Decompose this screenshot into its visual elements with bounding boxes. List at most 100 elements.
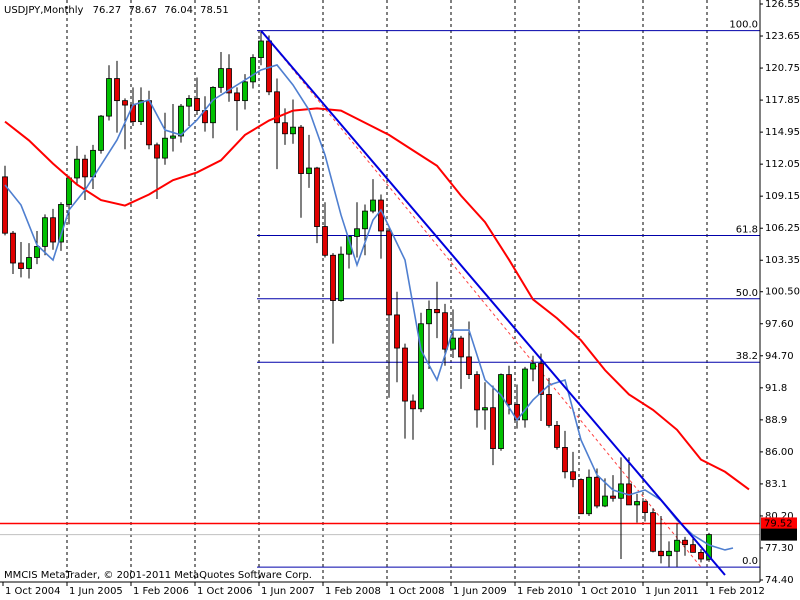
candle-body [474, 374, 480, 411]
candle-body [98, 115, 104, 151]
x-tick-label: 1 Feb 2010 [517, 586, 573, 597]
candle-body [674, 539, 680, 552]
candle-body [442, 312, 448, 350]
y-tick-label: 123.65 [765, 31, 800, 42]
candle-body [538, 363, 544, 395]
fibo-label: 38.2 [736, 351, 758, 362]
candle-body [418, 323, 424, 410]
candle-body [546, 394, 552, 426]
candle-body [186, 98, 192, 107]
candle-body [330, 254, 336, 301]
candle-body [106, 78, 112, 117]
moving-average [4, 64, 734, 551]
candle-body [290, 126, 296, 135]
x-tick-label: 1 Oct 2010 [581, 586, 636, 597]
candle-body [50, 217, 56, 243]
candle-body [602, 495, 608, 507]
candle-body [562, 447, 568, 473]
candle-body [570, 471, 576, 480]
candle-body [114, 78, 120, 102]
candle-body [18, 262, 24, 269]
candle-body [154, 144, 160, 159]
trendline [260, 29, 726, 576]
x-tick-label: 1 Jun 2009 [453, 586, 507, 597]
y-tick-label: 126.55 [765, 0, 800, 10]
candle-body [298, 126, 304, 174]
high-value: 78.67 [128, 5, 157, 16]
candle-body [450, 337, 456, 350]
symbol: USDJPY,Monthly [4, 5, 84, 16]
candle-body [146, 100, 152, 146]
candle-body [410, 400, 416, 410]
candle-body [378, 199, 384, 232]
candle-body [426, 308, 432, 325]
candle-body [666, 550, 672, 557]
candle-body [74, 158, 80, 179]
candle-body [578, 479, 584, 515]
candle-body [122, 100, 128, 106]
candle-body [2, 176, 8, 234]
y-tick-label: 97.60 [765, 319, 794, 330]
fibo-label: 100.0 [729, 20, 758, 31]
candle-body [66, 177, 72, 205]
last-price-label: 78.51 [764, 530, 793, 541]
candle-body [250, 57, 256, 83]
y-tick-label: 120.75 [765, 63, 800, 74]
y-tick-label: 86.00 [765, 447, 794, 458]
candle-body [394, 314, 400, 349]
candle-body [90, 149, 96, 178]
price-level-tag [761, 517, 797, 530]
price-level-label: 79.52 [764, 518, 793, 529]
y-tick-label: 106.25 [765, 223, 800, 234]
candle-body [42, 217, 48, 247]
x-tick-label: 1 Feb 2006 [133, 586, 189, 597]
candle-body [194, 98, 200, 111]
candle-body [178, 105, 184, 137]
fibo-label: 61.8 [736, 225, 758, 236]
copyright: MMCIS MetaTrader, © 2001-2011 MetaQuotes… [4, 570, 312, 581]
candle-body [258, 40, 264, 58]
candle-body [234, 92, 240, 102]
plot-area: 100.0 61.8 50.0 38.2 0.0 [0, 0, 760, 582]
candle-body [338, 253, 344, 301]
y-tick-label: 88.9 [765, 415, 787, 426]
y-tick-label: 94.70 [765, 351, 794, 362]
candle-body [522, 368, 528, 421]
fibo-label: 50.0 [736, 288, 758, 299]
candle-body [386, 230, 392, 316]
y-tick-label: 100.50 [765, 287, 800, 298]
moving-average [4, 107, 750, 491]
candle-body [354, 228, 360, 237]
candle-body [482, 407, 488, 411]
y-tick-label: 83.1 [765, 479, 787, 490]
candle-body [490, 407, 496, 449]
candle-body [466, 356, 472, 375]
x-tick-label: 1 Jun 2007 [261, 586, 315, 597]
candle-body [594, 476, 600, 507]
y-tick-label: 114.95 [765, 127, 800, 138]
candle-body [370, 199, 376, 212]
candle-body [698, 551, 704, 560]
candle-body [506, 374, 512, 405]
candle-body [162, 137, 168, 159]
candle-body [690, 544, 696, 553]
last-price-tag [761, 528, 797, 541]
candle-body [26, 257, 32, 269]
y-tick-label: 77.30 [765, 543, 794, 554]
x-tick-label: 1 Feb 2012 [709, 586, 765, 597]
candle-body [322, 226, 328, 256]
candle-body [58, 204, 64, 243]
x-tick-label: 1 Oct 2006 [197, 586, 252, 597]
candle-body [402, 347, 408, 402]
candle-body [170, 135, 176, 139]
candle-body [530, 363, 536, 370]
fibo-label: 0.0 [742, 556, 758, 567]
x-tick-label: 1 Oct 2004 [5, 586, 60, 597]
candle-body [138, 100, 144, 123]
chart-title: USDJPY,Monthly 76.27 78.67 76.04 78.51 [4, 5, 229, 16]
low-value: 76.04 [164, 5, 193, 16]
y-tick-label: 80.20 [765, 511, 794, 522]
candle-body [362, 210, 368, 230]
